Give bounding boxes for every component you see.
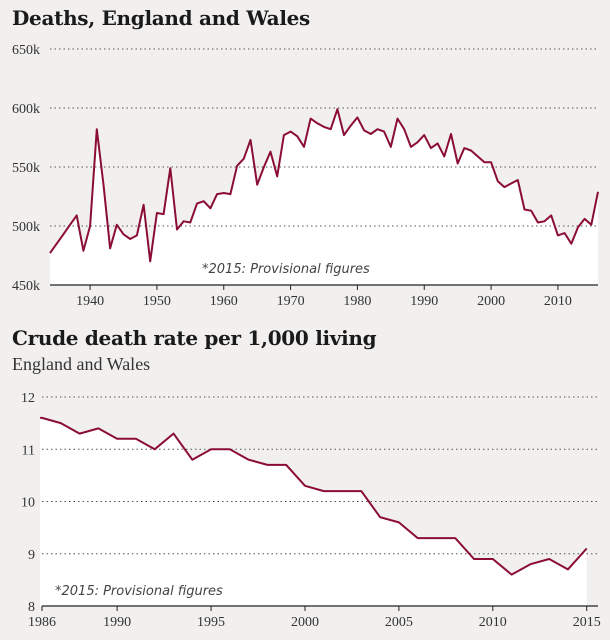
x-tick-label: 1960 <box>210 294 238 309</box>
x-tick-label: 1980 <box>343 294 371 309</box>
x-tick-label: 2010 <box>544 294 572 309</box>
y-tick-label: 500k <box>12 220 40 235</box>
y-tick-label: 10 <box>21 496 35 511</box>
x-tick-label: 1986 <box>28 615 56 630</box>
provisional-note: *2015: Provisional figures <box>55 584 223 599</box>
area-fill <box>50 109 598 285</box>
y-tick-label: 9 <box>28 548 35 563</box>
chart-title-deaths: Deaths, England and Wales <box>12 6 311 30</box>
y-tick-label: 12 <box>21 391 35 406</box>
x-tick-label: 2005 <box>385 615 413 630</box>
x-tick-label: 2015 <box>573 615 601 630</box>
x-tick-label: 1950 <box>143 294 171 309</box>
series-line <box>40 416 588 576</box>
x-tick-label: 1990 <box>103 615 131 630</box>
x-tick-label: 2000 <box>477 294 505 309</box>
x-tick-label: 1940 <box>76 294 104 309</box>
deaths-chart: 650k 600k 550k 500k 450k 1940 1950 1960 1970 1980… <box>12 43 599 309</box>
x-tick-label: 1995 <box>197 615 225 630</box>
series-line <box>49 108 599 263</box>
y-tick-label: 650k <box>12 43 40 58</box>
x-tick-label: 1970 <box>277 294 305 309</box>
x-tick-label: 2000 <box>291 615 319 630</box>
y-tick-label: 550k <box>12 161 40 176</box>
x-tick-label: 1990 <box>410 294 438 309</box>
y-tick-label: 8 <box>28 600 35 615</box>
provisional-note: *2015: Provisional figures <box>202 262 370 277</box>
y-tick-label: 450k <box>12 279 40 294</box>
area-fill <box>40 417 587 606</box>
x-tick-label: 2010 <box>479 615 507 630</box>
chart-subtitle-death-rate: England and Wales <box>12 354 151 374</box>
y-tick-label: 600k <box>12 102 40 117</box>
y-tick-label: 11 <box>22 443 35 458</box>
chart-title-death-rate: Crude death rate per 1,000 living <box>12 326 377 350</box>
